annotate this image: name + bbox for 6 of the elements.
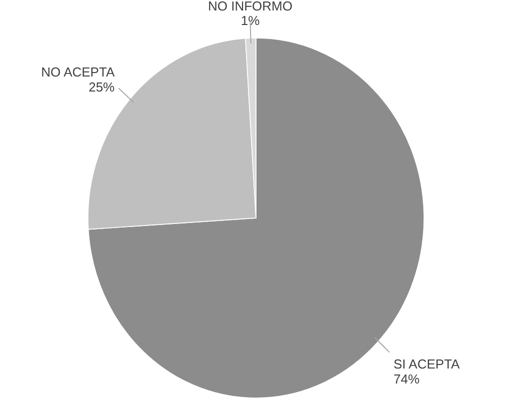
slice-label: SI ACEPTA: [393, 356, 460, 372]
data-label: 25%: [88, 80, 116, 95]
slice-label: NO INFORMO: [208, 0, 292, 14]
slice-label: NO ACEPTA: [41, 64, 115, 80]
data-label: 74%: [393, 372, 420, 387]
data-label: 1%: [240, 13, 260, 28]
